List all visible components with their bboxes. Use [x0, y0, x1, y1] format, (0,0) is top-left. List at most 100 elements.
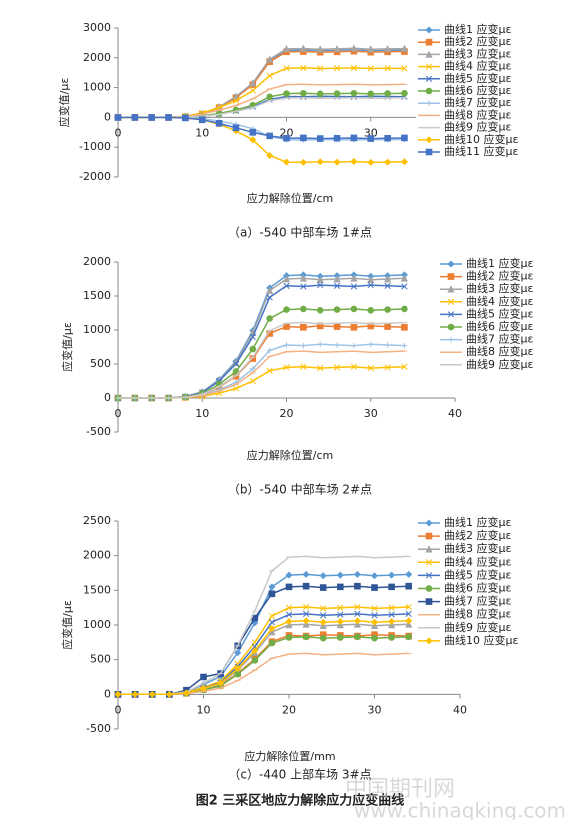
data-point — [350, 90, 358, 97]
data-point — [400, 44, 409, 52]
legend-marker — [425, 545, 433, 553]
y-tick-label: 3000 — [83, 21, 111, 34]
data-point — [268, 590, 276, 598]
legend-marker — [425, 50, 433, 58]
data-point — [350, 274, 358, 282]
data-point — [333, 323, 341, 330]
series-line — [118, 284, 405, 399]
data-point — [302, 610, 310, 618]
data-point — [300, 64, 307, 72]
data-point — [234, 665, 242, 673]
data-point — [350, 134, 358, 142]
x-tick-label: 20 — [280, 407, 294, 420]
data-point — [334, 342, 340, 348]
data-point — [388, 583, 395, 591]
y-tick-label: 0 — [104, 687, 111, 700]
data-point — [283, 306, 290, 313]
legend-label: 曲线4 应变με — [444, 554, 511, 568]
legend-label: 曲线3 应变με — [444, 46, 511, 60]
y-tick-label: 500 — [90, 653, 111, 666]
series-line — [118, 116, 405, 141]
data-point — [405, 610, 412, 618]
data-point — [350, 363, 358, 370]
y-tick-label: 0 — [104, 391, 111, 404]
data-point — [384, 158, 392, 166]
legend-label: 曲线5 应变με — [444, 71, 511, 85]
data-point — [268, 612, 276, 620]
data-point — [302, 570, 310, 578]
legend-marker — [425, 148, 433, 156]
data-point — [405, 633, 413, 641]
x-tick-label: 0 — [115, 703, 122, 716]
data-point — [405, 617, 413, 625]
legend-label: 曲线2 应变με — [444, 528, 511, 542]
data-point — [316, 158, 324, 166]
data-point — [266, 152, 274, 160]
legend-marker — [447, 273, 455, 280]
y-tick-label: 2500 — [83, 514, 111, 527]
data-point — [249, 79, 257, 87]
data-point — [383, 44, 392, 53]
data-point — [336, 618, 344, 626]
data-point — [401, 283, 408, 290]
data-point — [367, 275, 375, 283]
legend-label: 曲线7 应变με — [466, 332, 533, 346]
data-point — [266, 72, 273, 79]
data-point — [337, 583, 344, 591]
data-point — [215, 120, 223, 127]
data-point — [131, 690, 139, 698]
data-point — [319, 618, 327, 626]
data-point — [165, 114, 172, 121]
data-point — [266, 294, 273, 301]
data-point — [282, 44, 291, 53]
data-point — [367, 364, 374, 372]
data-point — [232, 124, 240, 132]
data-point — [302, 603, 310, 611]
data-point — [299, 274, 307, 282]
data-point — [333, 90, 341, 97]
series-line — [118, 325, 405, 399]
legend-marker — [447, 298, 455, 305]
x-tick-label: 10 — [195, 407, 209, 420]
data-point — [182, 114, 189, 122]
legend-label: 曲线8 应变με — [444, 107, 511, 121]
data-point — [266, 132, 273, 140]
data-point — [268, 639, 276, 647]
data-point — [232, 385, 240, 392]
data-point — [217, 679, 225, 687]
data-point — [316, 90, 324, 98]
data-point — [333, 44, 341, 53]
data-point — [401, 363, 408, 370]
legend-marker — [447, 323, 455, 331]
data-point — [251, 657, 259, 664]
y-tick-label: -500 — [86, 425, 111, 438]
data-point — [401, 134, 408, 142]
data-point — [354, 582, 361, 590]
y-tick-label: 1000 — [83, 323, 111, 336]
y-tick-label: 0 — [104, 110, 111, 123]
data-point — [350, 157, 358, 166]
data-point — [354, 603, 361, 611]
data-point — [384, 65, 391, 72]
data-point — [282, 275, 291, 283]
data-point — [300, 90, 307, 97]
y-tick-label: 1500 — [83, 289, 111, 302]
data-point — [320, 612, 327, 619]
legend-label: 曲线5 应变με — [444, 567, 511, 581]
x-tick-label: 0 — [115, 126, 122, 139]
series-line — [118, 620, 409, 696]
series-line — [118, 652, 409, 696]
data-point — [353, 570, 361, 578]
legend-marker — [447, 311, 455, 318]
data-point — [283, 90, 290, 97]
data-point — [232, 360, 240, 368]
data-point — [317, 281, 324, 289]
legend-label: 曲线3 应变με — [466, 281, 533, 295]
x-tick-label: 40 — [448, 407, 462, 420]
legend-marker — [425, 38, 433, 46]
y-tick-label: 2000 — [83, 255, 111, 268]
y-axis-title: 应变值/με — [60, 600, 74, 650]
data-point — [268, 624, 276, 632]
